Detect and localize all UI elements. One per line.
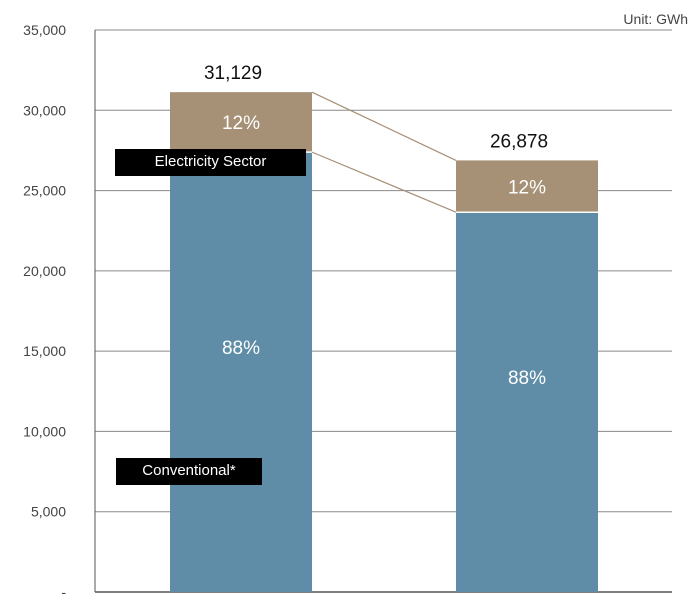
y-tick-label: 20,000 (23, 263, 66, 279)
data-label-conventional: 88% (508, 368, 546, 389)
y-tick-label: 10,000 (23, 423, 66, 439)
data-label-conventional: 88% (222, 338, 260, 359)
y-tick-label: 5,000 (31, 504, 66, 520)
total-label: 31,129 (204, 63, 262, 84)
bar-conventional (456, 212, 598, 593)
unit-label: Unit: GWh (623, 11, 688, 27)
connector-line-split (311, 151, 457, 213)
y-tick-label: 25,000 (23, 183, 66, 199)
y-tick-label: 30,000 (23, 102, 66, 118)
electricity-sector-label: Electricity Sector (115, 149, 306, 176)
bar-conventional (170, 152, 312, 593)
connector-line-top (311, 91, 457, 161)
conventional-label: Conventional* (116, 458, 262, 485)
y-tick-label: 15,000 (23, 343, 66, 359)
data-label-electricity-sector: 12% (222, 113, 260, 134)
total-label: 26,878 (490, 131, 548, 152)
bar-electricity-sector (456, 160, 598, 213)
data-label-electricity-sector: 12% (508, 177, 546, 198)
bar-electricity-sector (170, 92, 312, 153)
y-tick-label: - (61, 584, 66, 600)
y-tick-label: 35,000 (23, 22, 66, 38)
